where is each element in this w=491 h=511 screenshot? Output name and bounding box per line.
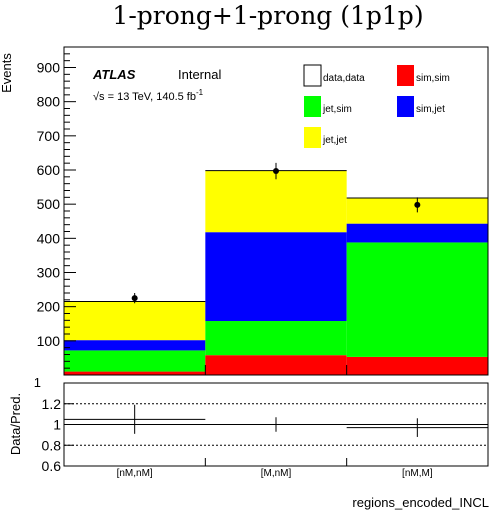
stack-bars [64,170,488,375]
y-tick-label-200: 200 [37,299,61,315]
ratio-panel: 0.60.811.2 1 [nM,nM] [M,nM] [nM,M] [34,375,489,479]
y-tick-label-300: 300 [37,265,61,281]
legend-swatch-sim-jet [397,96,414,117]
ratio-points [64,404,488,437]
bar-jet-sim-1 [64,350,206,372]
ratio-y-axis-label: Data/Pred. [8,393,23,455]
bar-jet-sim-2 [205,321,347,356]
main-panel: 100 200 300 400 500 600 700 800 900 ATLAS Intern… [37,46,489,376]
x-axis-label: regions_encoded_INCL [352,495,489,510]
legend-swatch-jet-jet [304,127,321,148]
bar-jet-jet-2 [205,170,347,233]
ratio-y-tick-label-0-6: 0.6 [42,458,62,474]
category-labels: [nM,nM] [M,nM] [nM,M] [117,468,433,479]
legend-swatch-data-data [303,64,322,87]
legend-label-data-data: data,data [323,73,365,84]
bar-sim-sim-3 [346,356,488,375]
ratio-y-axis: 0.6 0.8 1 1.2 [42,396,348,474]
bar-sim-jet-2 [205,232,347,322]
ratio-y-tick-label-1-2: 1.2 [42,396,62,412]
atlas-annotation: ATLAS Internal √s = 13 TeV, 140.5 fb-1 [92,67,221,103]
ratio-y-tick-label-0-8: 0.8 [42,437,62,453]
bar-sim-jet-3 [346,223,488,243]
ratio-top-tick-label: 1 [34,375,41,390]
y-tick-label-700: 700 [37,128,61,144]
chart-title: 1-prong+1-prong (1p1p) [112,1,423,30]
data-point-3 [414,201,421,208]
data-point-1 [131,295,138,302]
category-label-2: [M,nM] [261,468,292,479]
data-point-2 [273,168,279,175]
category-label-1: [nM,nM] [117,468,153,479]
bar-jet-sim-3 [346,242,488,357]
legend-label-jet-sim: jet,sim [322,104,352,115]
y-tick-label-800: 800 [37,94,61,110]
ratio-y-tick-label-1: 1 [53,417,61,433]
y-axis: 100 200 300 400 500 600 700 800 900 [37,53,76,369]
legend-label-sim-jet: sim,jet [416,104,445,115]
legend-swatch-jet-sim [304,96,321,117]
legend-label-jet-jet: jet,jet [322,135,347,146]
y-tick-label-900: 900 [37,60,61,76]
y-tick-label-600: 600 [37,162,61,178]
data-points [64,162,488,304]
status-label: Internal [178,67,221,82]
y-tick-label-100: 100 [37,333,61,349]
y-tick-label-500: 500 [37,196,61,212]
energy-lumi-label: √s = 13 TeV, 140.5 fb-1 [93,88,204,103]
legend: data,data sim,sim jet,sim sim,jet jet,jet [303,64,450,148]
bar-sim-jet-1 [64,340,206,351]
legend-swatch-sim-sim [397,65,414,86]
y-tick-label-400: 400 [37,230,61,246]
bar-sim-sim-1 [64,371,206,375]
bar-sim-sim-2 [205,355,347,375]
legend-label-sim-sim: sim,sim [416,73,450,84]
category-label-3: [nM,M] [402,468,433,479]
y-axis-label: Events [0,53,14,93]
bar-jet-jet-1 [64,301,206,341]
x-axis-ticks [204,365,348,375]
atlas-label: ATLAS [92,67,136,82]
